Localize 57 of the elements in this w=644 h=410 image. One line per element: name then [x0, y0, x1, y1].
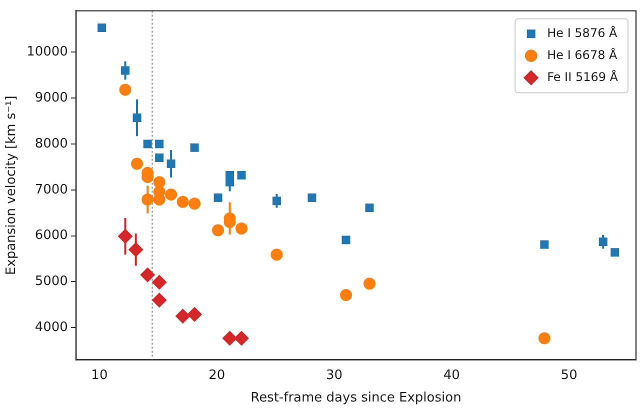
point [342, 236, 350, 244]
x-tick-label: 50 [560, 368, 578, 383]
point [363, 278, 376, 290]
point [121, 66, 130, 75]
legend-label: He I 6678 Å [547, 46, 618, 62]
point [98, 24, 106, 32]
point [538, 332, 550, 344]
x-axis-title: Rest-frame days since Explosion [250, 390, 462, 406]
point [153, 176, 166, 188]
point [152, 274, 167, 290]
point [236, 222, 248, 234]
point [226, 178, 234, 186]
point [212, 224, 224, 236]
point [187, 306, 202, 322]
point [272, 196, 281, 206]
point [175, 308, 190, 324]
y-tick-label: 9000 [34, 90, 68, 106]
point [270, 248, 283, 261]
point [176, 196, 189, 208]
point [308, 193, 316, 202]
point [152, 292, 167, 308]
point [131, 158, 144, 170]
point [340, 289, 352, 302]
point [237, 170, 246, 180]
y-tick-label: 7000 [34, 182, 68, 198]
y-tick-label: 10000 [26, 44, 68, 60]
point [190, 143, 199, 152]
point [142, 194, 154, 206]
y-tick-label: 8000 [34, 136, 68, 152]
y-tick-label: 4000 [34, 320, 68, 336]
point [132, 114, 142, 122]
point [188, 198, 201, 210]
point [143, 140, 152, 148]
point [166, 159, 176, 168]
point [234, 330, 250, 346]
y-tick-label: 5000 [34, 274, 68, 290]
point [365, 204, 374, 212]
x-tick-label: 10 [91, 368, 108, 383]
y-axis-title: Expansion velocity [km s⁻¹] [4, 96, 20, 275]
point [598, 238, 608, 246]
point [118, 228, 133, 244]
x-tick-label: 20 [208, 368, 226, 383]
legend-label: He I 5876 Å [547, 24, 618, 40]
point [540, 240, 549, 249]
point [128, 242, 144, 258]
point [222, 330, 238, 346]
point [140, 267, 156, 282]
x-tick-label: 40 [443, 368, 460, 383]
point [119, 84, 132, 96]
point [155, 154, 164, 162]
point [214, 193, 222, 202]
point [165, 188, 178, 200]
legend-label: Fe II 5169 Å [547, 68, 619, 84]
point [610, 248, 620, 257]
y-tick-label: 6000 [34, 228, 68, 244]
x-tick-label: 30 [326, 368, 343, 383]
point [155, 140, 164, 148]
